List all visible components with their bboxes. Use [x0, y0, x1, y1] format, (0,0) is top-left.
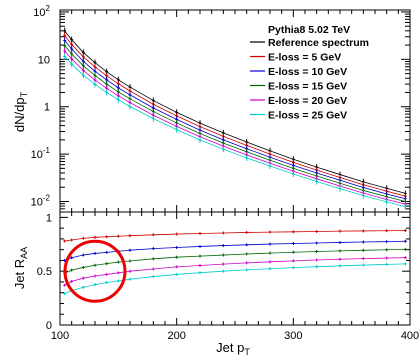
upper-y-tick-label-base: 10: [33, 7, 45, 19]
lower-series: [63, 229, 407, 296]
upper-y-tick-label-base: 1: [44, 102, 50, 114]
upper-y-tick-label-exp: -1: [43, 146, 51, 155]
series-line: [64, 263, 406, 295]
series-line: [64, 50, 406, 205]
upper-y-tick-label-base: 10: [31, 196, 43, 208]
lower-y-tick-labels: 00.51: [37, 212, 52, 332]
series-1: [63, 239, 407, 262]
series-line: [64, 45, 406, 202]
x-axis-title-sub: T: [244, 347, 250, 357]
series-line: [64, 230, 406, 242]
series-line: [64, 35, 406, 197]
upper-y-axis-title: dN/dpT: [12, 91, 29, 132]
lower-y-axis-title-sub: AA: [19, 247, 29, 259]
series-2: [63, 37, 407, 202]
series-4: [63, 262, 407, 296]
legend-entry-label: E-loss = 25 GeV: [268, 110, 347, 122]
x-tick-label: 300: [284, 330, 302, 342]
lower-y-axis-title-main: Jet R: [12, 259, 27, 289]
x-axis-title-main: Jet p: [216, 340, 244, 355]
series-4: [63, 47, 407, 208]
upper-y-tick-label: 10: [38, 54, 50, 66]
legend-entry-label: E-loss = 20 GeV: [268, 95, 347, 107]
legend-entry-label: E-loss = 10 GeV: [268, 66, 347, 78]
upper-y-tick-label: 10-2: [31, 193, 51, 208]
series-5: [63, 53, 407, 210]
legend: Pythia8 5.02 TeV Reference spectrum E-los…: [250, 24, 369, 122]
x-tick-labels: 100 200 300 400: [51, 330, 419, 342]
x-tick-label: 400: [401, 330, 419, 342]
series-0: [63, 27, 407, 197]
upper-y-tick-label-exp: 2: [46, 4, 51, 13]
upper-y-tick-label-base: 10: [31, 149, 43, 161]
upper-y-tick-label: 102: [33, 4, 50, 19]
lower-y-tick-label: 0: [46, 320, 52, 332]
series-line: [64, 30, 406, 194]
x-axis-title: Jet pT: [216, 340, 250, 357]
highlight-circle: [63, 239, 127, 303]
series-line: [64, 40, 406, 200]
series-3: [63, 42, 407, 205]
series-line: [64, 56, 406, 207]
upper-y-tick-label-exp: -2: [43, 193, 51, 202]
legend-title: Pythia8 5.02 TeV: [268, 24, 350, 36]
series-0: [63, 229, 407, 243]
upper-y-axis-title-main: dN/dp: [12, 97, 27, 132]
upper-y-tick-label-base: 10: [38, 54, 50, 66]
series-line: [64, 248, 406, 274]
upper-y-tick-label: 10-1: [31, 146, 51, 161]
legend-entry-label: Reference spectrum: [268, 37, 369, 49]
upper-y-tick-label: 1: [44, 102, 50, 114]
legend-entry-label: E-loss = 15 GeV: [268, 81, 347, 93]
lower-y-tick-label: 0.5: [37, 266, 52, 278]
upper-series: [63, 27, 407, 210]
series-1: [63, 32, 407, 200]
x-tick-label: 200: [167, 330, 185, 342]
series-3: [63, 256, 407, 287]
lower-y-tick-label: 1: [46, 212, 52, 224]
lower-plot-frame: [59, 211, 411, 326]
lower-y-axis-title: Jet RAA: [12, 247, 29, 289]
legend-entry-label: E-loss = 5 GeV: [268, 52, 341, 64]
upper-y-axis-title-sub: T: [19, 91, 29, 97]
x-tick-label: 100: [51, 330, 69, 342]
series-2: [63, 247, 407, 275]
upper-ticks: [59, 10, 411, 213]
lower-ticks: [59, 212, 411, 326]
